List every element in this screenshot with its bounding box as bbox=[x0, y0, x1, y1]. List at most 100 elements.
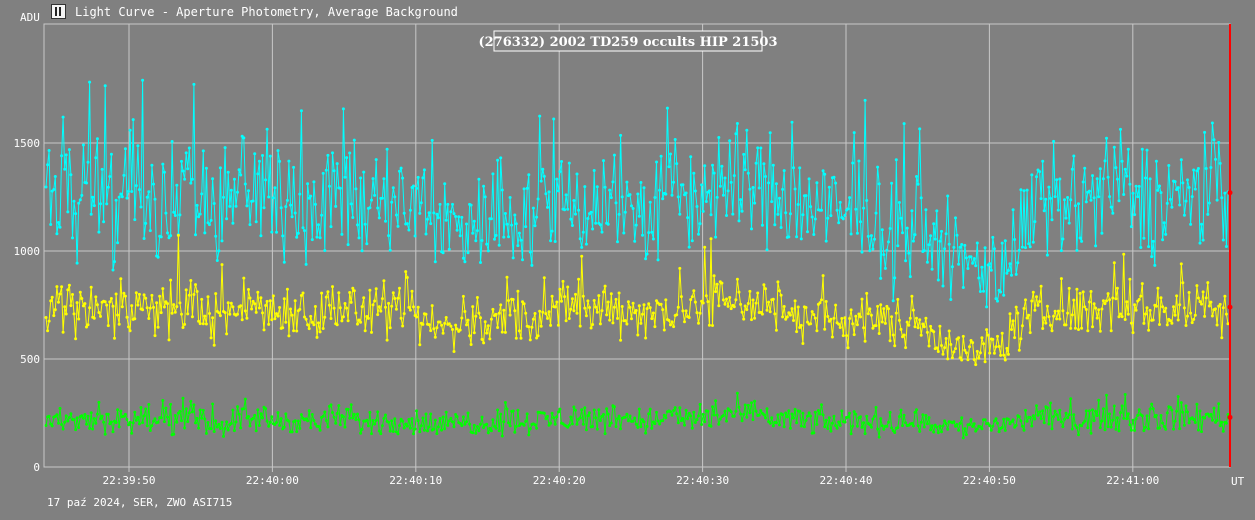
data-point bbox=[633, 239, 637, 243]
data-point bbox=[1178, 427, 1182, 431]
data-point bbox=[1094, 409, 1098, 413]
data-point bbox=[583, 185, 587, 189]
data-point bbox=[1058, 408, 1062, 412]
data-point bbox=[412, 184, 415, 188]
data-point bbox=[1086, 426, 1090, 430]
data-point bbox=[826, 315, 830, 318]
data-point bbox=[662, 413, 666, 417]
data-point bbox=[162, 305, 166, 309]
data-point bbox=[1165, 201, 1169, 205]
data-point bbox=[544, 417, 548, 421]
data-point bbox=[753, 316, 757, 320]
data-point bbox=[690, 239, 694, 243]
data-point bbox=[111, 430, 115, 434]
data-point bbox=[787, 311, 791, 315]
data-point bbox=[259, 412, 263, 416]
data-point bbox=[810, 215, 814, 219]
data-point bbox=[949, 343, 953, 346]
data-point bbox=[1193, 187, 1197, 191]
data-point bbox=[781, 413, 785, 417]
data-point bbox=[1159, 191, 1163, 195]
data-point bbox=[401, 324, 405, 328]
data-point bbox=[883, 321, 887, 325]
data-point bbox=[1111, 418, 1115, 422]
data-point bbox=[602, 413, 605, 416]
data-point bbox=[994, 345, 998, 349]
data-point bbox=[61, 330, 65, 334]
data-point bbox=[911, 308, 915, 312]
data-point bbox=[734, 409, 738, 413]
data-point bbox=[985, 305, 989, 309]
data-point bbox=[296, 419, 300, 423]
data-point bbox=[153, 197, 157, 201]
data-point bbox=[793, 407, 797, 411]
data-point bbox=[214, 292, 218, 296]
data-point bbox=[645, 307, 649, 311]
data-point bbox=[1221, 238, 1225, 242]
data-point bbox=[531, 317, 535, 321]
data-point bbox=[901, 424, 904, 428]
data-point bbox=[648, 200, 652, 204]
data-point bbox=[50, 424, 54, 428]
data-point bbox=[323, 410, 327, 414]
data-point bbox=[960, 358, 964, 362]
data-point bbox=[109, 152, 113, 156]
data-point bbox=[854, 412, 858, 416]
data-point bbox=[324, 168, 328, 172]
data-point bbox=[352, 412, 356, 416]
data-point bbox=[1011, 319, 1015, 323]
data-point bbox=[486, 431, 490, 435]
data-point bbox=[374, 158, 378, 162]
data-point bbox=[120, 195, 124, 199]
data-point bbox=[988, 424, 992, 428]
data-point bbox=[114, 292, 118, 296]
data-point bbox=[1055, 317, 1059, 321]
data-point bbox=[790, 412, 794, 416]
data-point bbox=[969, 339, 973, 342]
data-point bbox=[569, 307, 573, 311]
data-point bbox=[405, 424, 409, 428]
data-point bbox=[614, 201, 618, 205]
data-point bbox=[961, 286, 965, 289]
data-point bbox=[99, 314, 102, 318]
data-point bbox=[61, 115, 65, 119]
data-point bbox=[957, 428, 961, 432]
data-point bbox=[535, 336, 539, 340]
data-point bbox=[1025, 419, 1029, 423]
data-point bbox=[781, 187, 785, 191]
data-point bbox=[815, 181, 819, 185]
data-point bbox=[862, 421, 866, 425]
data-point bbox=[693, 300, 697, 304]
data-point bbox=[1038, 410, 1042, 414]
data-point bbox=[542, 174, 546, 178]
data-point bbox=[332, 306, 336, 310]
data-point bbox=[147, 317, 151, 320]
data-point bbox=[1036, 413, 1040, 417]
data-point bbox=[1218, 424, 1222, 428]
data-point bbox=[974, 429, 978, 433]
data-point bbox=[1184, 404, 1188, 408]
data-point bbox=[1161, 238, 1165, 242]
data-point bbox=[581, 422, 585, 426]
data-point bbox=[714, 290, 718, 294]
data-point bbox=[612, 305, 616, 309]
data-point bbox=[502, 308, 506, 312]
data-point bbox=[451, 420, 454, 424]
data-point bbox=[915, 316, 918, 320]
data-point bbox=[1223, 294, 1227, 298]
data-point bbox=[954, 216, 957, 220]
data-point bbox=[782, 425, 786, 429]
data-point bbox=[103, 300, 107, 304]
data-point bbox=[860, 297, 864, 301]
data-point bbox=[77, 317, 81, 321]
data-point bbox=[820, 298, 823, 302]
data-point bbox=[211, 402, 215, 406]
data-point bbox=[97, 230, 101, 234]
data-point bbox=[899, 327, 903, 331]
x-tick-label: 22:40:40 bbox=[820, 474, 873, 487]
data-point bbox=[1168, 319, 1172, 323]
data-point bbox=[1067, 286, 1071, 290]
data-point bbox=[816, 409, 820, 412]
data-point bbox=[522, 187, 526, 191]
data-point bbox=[60, 154, 64, 158]
